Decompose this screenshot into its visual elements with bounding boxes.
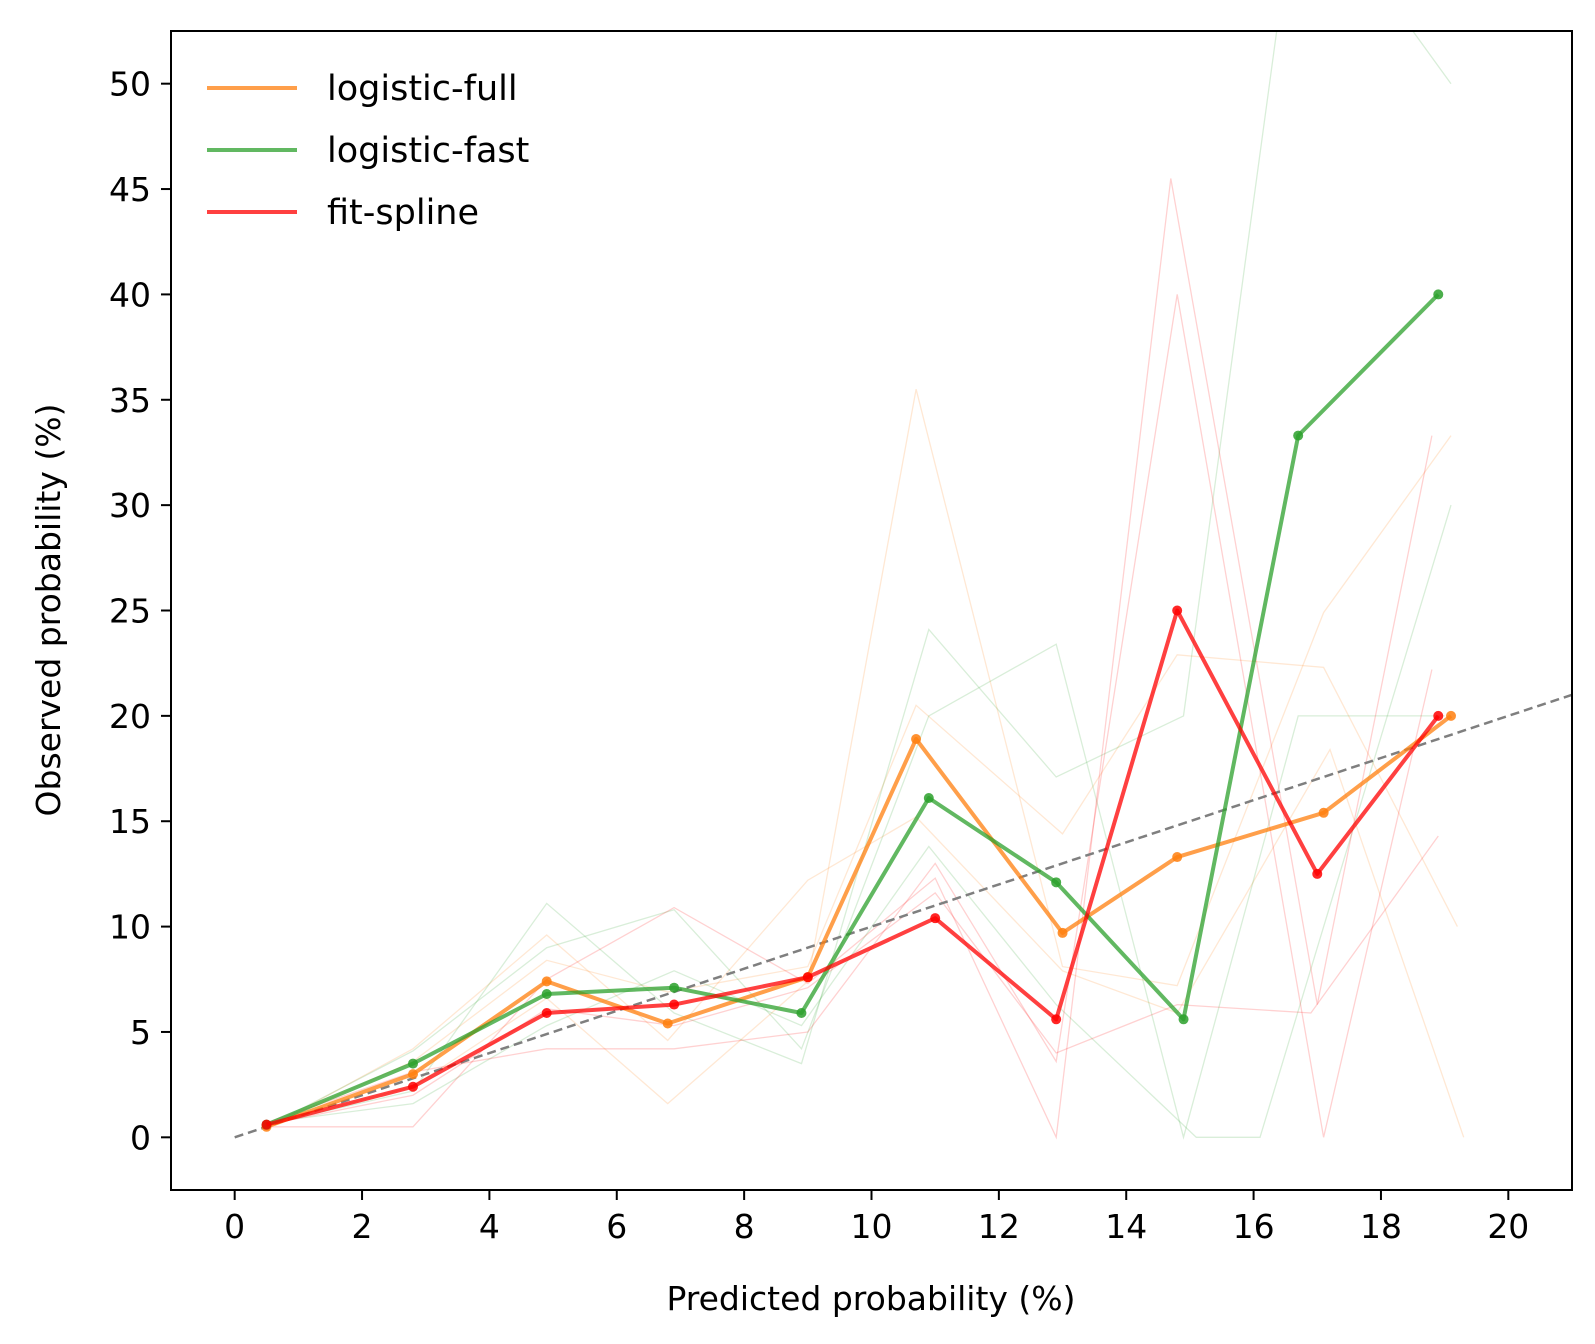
y-tick-label-20: 20	[109, 697, 151, 736]
point-fit-spline-4	[802, 972, 813, 983]
point-logistic-full-3	[662, 1018, 673, 1029]
y-tick-label-0: 0	[130, 1118, 151, 1157]
y-tick-label-10: 10	[109, 908, 151, 947]
point-logistic-fast-7	[1178, 1014, 1189, 1025]
point-fit-spline-8	[1312, 868, 1323, 879]
x-tick-label-8: 8	[734, 1207, 755, 1246]
x-tick-label-4: 4	[479, 1207, 500, 1246]
background-line-0	[266, 654, 1458, 1128]
point-fit-spline-3	[669, 999, 680, 1010]
series-group	[261, 289, 1457, 1132]
point-fit-spline-9	[1433, 710, 1444, 721]
background-line-5	[266, 504, 1452, 1138]
reference-line-group	[234, 693, 1572, 1139]
point-fit-spline-1	[407, 1081, 418, 1092]
y-tick-label-40: 40	[109, 275, 151, 314]
background-line-6	[266, 178, 1433, 1140]
point-fit-spline-6	[1051, 1014, 1062, 1025]
y-tick-label-25: 25	[109, 592, 151, 631]
point-fit-spline-5	[930, 913, 941, 924]
point-logistic-fast-3	[669, 982, 680, 993]
legend-label-logistic-full: logistic-full	[327, 69, 518, 109]
point-logistic-full-2	[541, 976, 552, 987]
x-tick-label-20: 20	[1487, 1207, 1529, 1246]
legend: logistic-full logistic-fast fit-spline	[207, 69, 529, 233]
point-logistic-fast-5	[923, 793, 934, 804]
point-logistic-fast-2	[541, 989, 552, 1000]
x-axis: 0 2 4 6 8 10 12 14 16 18 20	[224, 1190, 1529, 1246]
point-logistic-full-5	[911, 734, 922, 745]
y-axis: 0 5 10 15 20 25 30 35 40 45 50	[109, 65, 171, 1157]
x-tick-label-16: 16	[1233, 1207, 1275, 1246]
point-logistic-full-6	[1057, 927, 1068, 938]
x-tick-label-10: 10	[851, 1207, 893, 1246]
reference-line	[234, 693, 1572, 1139]
x-tick-label-14: 14	[1105, 1207, 1147, 1246]
x-tick-label-12: 12	[978, 1207, 1020, 1246]
point-logistic-full-8	[1318, 807, 1329, 818]
x-tick-label-2: 2	[352, 1207, 373, 1246]
point-fit-spline-0	[261, 1119, 272, 1130]
point-logistic-fast-8	[1293, 430, 1304, 441]
y-tick-label-5: 5	[130, 1013, 151, 1052]
point-logistic-full-7	[1172, 852, 1183, 863]
point-logistic-full-1	[407, 1069, 418, 1080]
point-fit-spline-7	[1172, 605, 1183, 616]
background-line-2	[266, 748, 1465, 1138]
x-tick-label-6: 6	[606, 1207, 627, 1246]
y-tick-label-50: 50	[109, 65, 151, 104]
background-line-4	[266, 643, 1445, 1140]
y-tick-label-45: 45	[109, 170, 151, 209]
y-tick-label-15: 15	[109, 802, 151, 841]
y-axis-label: Observed probability (%)	[29, 404, 68, 817]
x-tick-label-18: 18	[1360, 1207, 1402, 1246]
series-line-fit-spline	[265, 608, 1440, 1127]
x-axis-label: Predicted probability (%)	[666, 1279, 1075, 1318]
point-fit-spline-2	[541, 1007, 552, 1018]
y-tick-label-30: 30	[109, 486, 151, 525]
background-series-group	[266, 31, 1465, 1140]
point-logistic-fast-4	[796, 1007, 807, 1018]
point-logistic-fast-9	[1433, 289, 1444, 300]
legend-label-fit-spline: fit-spline	[327, 193, 479, 233]
x-tick-label-0: 0	[224, 1207, 245, 1246]
point-logistic-fast-1	[407, 1058, 418, 1069]
y-tick-label-35: 35	[109, 381, 151, 420]
background-line-1	[266, 389, 1452, 1126]
legend-label-logistic-fast: logistic-fast	[327, 131, 529, 171]
point-logistic-full-9	[1446, 710, 1457, 721]
point-logistic-fast-6	[1051, 877, 1062, 888]
